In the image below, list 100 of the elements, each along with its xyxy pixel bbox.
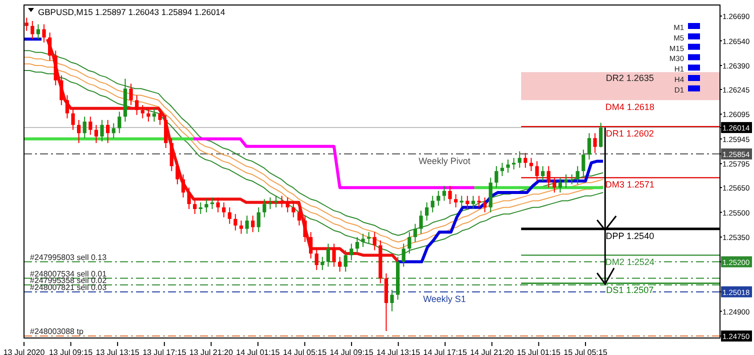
candlestick	[48, 32, 52, 62]
x-tick-label: 14 Jul 21:20	[470, 348, 514, 355]
candlestick	[582, 149, 586, 177]
candlestick	[77, 119, 81, 144]
candlestick	[372, 232, 376, 251]
x-tick-label: 14 Jul 13:15	[376, 348, 421, 355]
candlestick	[587, 132, 592, 160]
ref-line-label: DPP 1.2540	[606, 230, 654, 241]
candlestick	[390, 289, 394, 312]
candlestick	[552, 177, 556, 194]
candlestick	[129, 83, 133, 106]
candlestick	[82, 116, 86, 139]
candlestick	[181, 174, 186, 198]
candlestick	[436, 190, 440, 206]
candlestick	[494, 166, 498, 188]
candlestick	[100, 119, 104, 142]
candlestick	[24, 17, 28, 32]
candlestick	[193, 198, 197, 214]
candlestick	[262, 198, 266, 218]
ref-line-label: #247995803 sell 0.13	[30, 252, 108, 262]
candlestick	[118, 111, 122, 134]
x-tick-label: 15 Jul 01:15	[516, 348, 562, 355]
candlestick	[564, 174, 568, 188]
candlestick	[176, 160, 180, 185]
candlestick	[535, 160, 539, 182]
candlestick	[94, 124, 98, 144]
candlestick	[204, 198, 208, 213]
candlestick	[297, 206, 302, 226]
candlestick	[332, 243, 336, 268]
candlestick	[570, 174, 574, 185]
x-tick-label: 13 Jul 2020	[3, 348, 46, 355]
x-tick-label: 13 Jul 17:15	[142, 348, 187, 355]
candlestick	[541, 166, 545, 182]
candlestick	[140, 104, 144, 119]
candlestick	[42, 24, 46, 43]
candlestick	[216, 196, 220, 213]
candlestick	[448, 185, 452, 205]
ref-line-label: #248007534 sell 0.01	[30, 269, 108, 278]
candlestick	[135, 94, 139, 116]
candlestick	[222, 202, 226, 218]
x-tick-label: 14 Jul 01:15	[236, 348, 280, 355]
candlestick	[239, 220, 244, 234]
candlestick	[361, 233, 365, 248]
candlestick	[251, 215, 255, 233]
candlestick	[408, 232, 412, 254]
candlestick	[245, 215, 249, 234]
x-tick-label: 13 Jul 09:15	[48, 348, 94, 355]
candlestick	[524, 152, 528, 168]
ref-line-label: #248003088 tp	[30, 327, 84, 336]
candlestick	[71, 108, 75, 130]
x-tick-label: 15 Jul 05:15	[564, 348, 608, 355]
candlestick	[112, 122, 116, 139]
annotation: Weekly S1	[423, 294, 466, 304]
candlestick	[30, 20, 34, 40]
candlestick	[518, 150, 522, 168]
candlestick	[106, 119, 110, 144]
candlestick	[292, 202, 296, 218]
candlestick	[88, 116, 92, 136]
candlestick	[454, 194, 458, 208]
candlestick	[599, 122, 603, 148]
x-tick-label: 14 Jul 09:15	[330, 348, 374, 355]
candlestick	[234, 213, 238, 231]
x-tick-label: 13 Jul 21:20	[189, 348, 234, 355]
candlestick	[309, 232, 313, 259]
band-label: DR2 1.2635	[606, 73, 654, 84]
x-tick-label: 14 Jul 17:15	[423, 348, 468, 355]
candlestick	[164, 114, 168, 148]
candlestick	[303, 215, 307, 243]
candlestick	[326, 243, 330, 268]
ref-line-label: DR1 1.2602	[606, 128, 654, 139]
candlestick	[576, 166, 580, 185]
x-tick-label: 14 Jul 05:15	[282, 348, 328, 355]
candlestick	[65, 94, 70, 119]
candlestick	[286, 196, 290, 213]
candlestick	[36, 24, 40, 40]
candlestick	[344, 250, 348, 272]
candlestick	[314, 248, 318, 271]
ref-line-label: #247995358 sell 0.02	[30, 276, 108, 285]
candlestick	[158, 108, 162, 126]
candlestick	[425, 202, 429, 222]
candlestick	[350, 243, 354, 261]
candlestick	[170, 138, 174, 172]
candlestick	[506, 159, 510, 174]
annotation: Weekly Pivot	[418, 156, 471, 166]
candlestick	[60, 74, 64, 106]
x-tick-label: 13 Jul 13:15	[96, 348, 140, 355]
ref-line-label: DM3 1.2571	[605, 180, 654, 190]
candlestick	[546, 166, 550, 188]
candlestick	[187, 187, 191, 210]
candlestick	[442, 185, 446, 202]
candlestick	[593, 132, 597, 154]
candlestick	[274, 195, 278, 208]
candlestick	[355, 236, 360, 254]
chart-title: GBPUSD,M15 1.25897 1.26043 1.25894 1.26014	[38, 7, 226, 17]
candlestick	[419, 210, 423, 234]
candlestick	[402, 243, 406, 268]
candlestick	[413, 223, 418, 243]
annotation: DM4 1.2618	[605, 102, 654, 112]
candlestick	[477, 195, 481, 208]
ref-line-label: #248007821 sell 0.03	[30, 282, 108, 292]
